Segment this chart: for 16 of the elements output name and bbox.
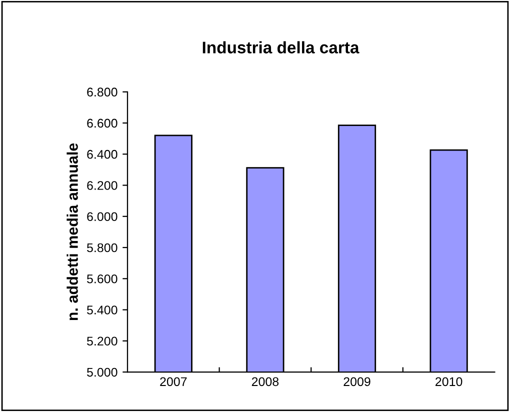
y-tick-label: 6.400 (87, 150, 118, 159)
y-tick-label: 6.600 (87, 118, 118, 128)
y-tick-label: 6.800 (87, 88, 118, 97)
y-tick-label: 6.200 (87, 181, 118, 190)
y-tick-label: 5.600 (87, 274, 118, 284)
x-tick-label: 2007 (160, 377, 187, 386)
x-tick-label: 2008 (252, 377, 279, 386)
y-tick-label: 5.400 (87, 306, 118, 314)
y-axis-title: n. addetti media annuale (66, 143, 78, 320)
chart-title: Industria della carta (202, 41, 360, 54)
y-tick-label: 6.000 (87, 212, 118, 222)
x-tick-label: 2009 (344, 377, 370, 386)
x-tick-label: 2010 (436, 377, 462, 386)
y-tick-label: 5.000 (87, 368, 118, 377)
y-tick-label: 5.800 (87, 243, 118, 252)
y-tick-label: 5.200 (87, 336, 118, 346)
